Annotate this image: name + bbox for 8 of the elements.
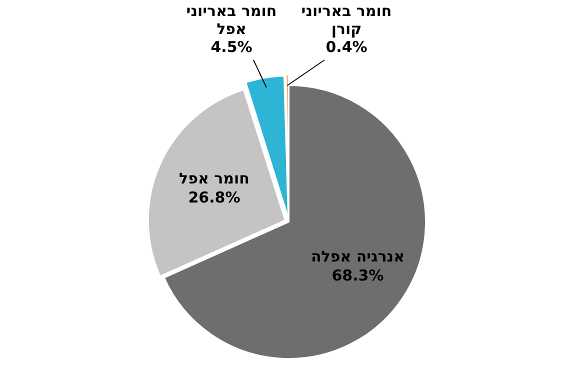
slice-label: חומר באריוני אפל <box>186 2 277 38</box>
data-label: 68.3% <box>332 266 384 284</box>
slice-label: אנרגיה אפלה <box>310 247 405 266</box>
data-label: 26.8% <box>188 188 240 206</box>
data-label: 4.5% <box>210 38 252 56</box>
slice-label: חומר אפל <box>179 169 250 188</box>
data-label: 0.4% <box>326 38 368 56</box>
slice-label: חומר באריוני קורן <box>301 2 392 38</box>
